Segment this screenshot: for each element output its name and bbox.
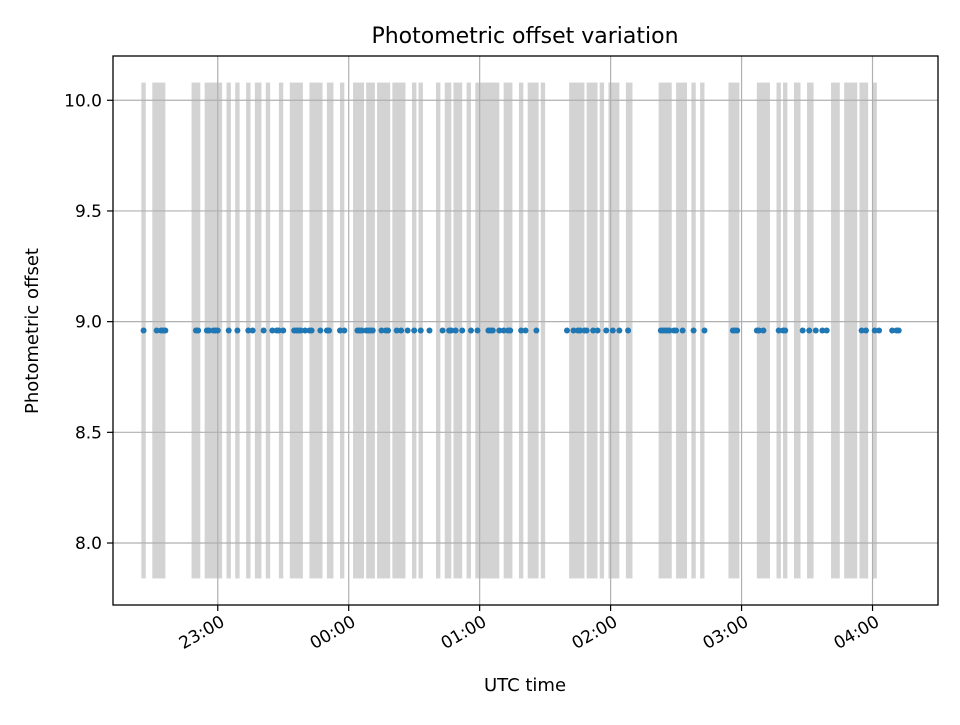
data-point <box>245 327 252 334</box>
data-point <box>369 327 376 334</box>
exposure-band <box>436 82 441 579</box>
plot-frame <box>112 55 939 606</box>
data-point <box>417 327 424 334</box>
data-point <box>756 327 763 334</box>
exposure-band <box>844 82 858 579</box>
y-tick-label: 8.0 <box>75 534 102 554</box>
data-point <box>297 327 304 334</box>
data-point <box>398 327 405 334</box>
exposure-band <box>540 82 546 579</box>
data-point <box>467 327 474 334</box>
y-tick-label: 8.5 <box>75 423 102 443</box>
data-point <box>625 327 632 334</box>
data-point <box>533 327 540 334</box>
data-point <box>452 327 459 334</box>
data-point <box>782 327 789 334</box>
data-point <box>153 327 160 334</box>
data-point <box>500 327 507 334</box>
data-point <box>234 327 241 334</box>
data-point <box>358 327 365 334</box>
data-point <box>206 327 213 334</box>
data-point <box>812 327 819 334</box>
data-point <box>666 327 673 334</box>
data-point <box>609 327 616 334</box>
data-point <box>673 327 680 334</box>
data-point <box>195 327 202 334</box>
data-point <box>140 327 147 334</box>
exposure-band <box>309 82 323 579</box>
data-point <box>522 327 529 334</box>
exposure-band <box>599 82 605 579</box>
data-point <box>474 327 481 334</box>
data-point <box>862 327 869 334</box>
data-point <box>823 327 830 334</box>
data-point <box>275 327 282 334</box>
data-point <box>341 327 348 334</box>
data-point <box>302 327 309 334</box>
data-point <box>489 327 496 334</box>
data-point <box>734 327 741 334</box>
y-axis-ticks: 8.0 8.5 9.0 9.5 10.0 <box>64 91 113 554</box>
exposure-band <box>831 82 840 579</box>
y-tick-label: 9.0 <box>75 313 102 333</box>
data-point <box>214 327 221 334</box>
data-point <box>162 327 169 334</box>
data-point <box>439 327 446 334</box>
data-point <box>690 327 697 334</box>
x-axis-label: UTC time <box>484 675 566 696</box>
data-point <box>701 327 708 334</box>
data-points <box>140 327 902 334</box>
data-point <box>775 327 782 334</box>
data-point <box>871 327 878 334</box>
data-point <box>583 327 590 334</box>
data-point <box>858 327 865 334</box>
data-point <box>507 327 514 334</box>
data-point <box>594 327 601 334</box>
data-point <box>378 327 385 334</box>
data-point <box>411 327 418 334</box>
data-point <box>616 327 623 334</box>
y-tick-label: 9.5 <box>75 202 102 222</box>
data-point <box>760 327 767 334</box>
data-point <box>895 327 902 334</box>
data-point <box>317 327 324 334</box>
data-point <box>603 327 610 334</box>
data-point <box>260 327 267 334</box>
data-point <box>308 327 315 334</box>
exposure-band <box>793 82 801 579</box>
data-point <box>225 327 232 334</box>
exposure-band <box>254 82 262 579</box>
y-axis-label: Photometric offset <box>22 248 43 414</box>
data-point <box>336 327 343 334</box>
data-point <box>249 327 256 334</box>
data-point <box>393 327 400 334</box>
data-point <box>679 327 686 334</box>
data-point <box>806 327 813 334</box>
data-point <box>819 327 826 334</box>
data-point <box>496 327 503 334</box>
data-point <box>385 327 391 334</box>
data-point <box>448 327 455 334</box>
y-tick-label: 10.0 <box>64 91 102 111</box>
data-point <box>570 327 577 334</box>
data-point <box>280 327 287 334</box>
data-point <box>590 327 597 334</box>
data-point <box>577 327 584 334</box>
data-point <box>876 327 883 334</box>
data-point <box>269 327 276 334</box>
data-point <box>889 327 896 334</box>
data-point <box>404 327 411 334</box>
exposure-band <box>265 82 271 579</box>
data-point <box>799 327 806 334</box>
data-point <box>563 327 570 334</box>
data-point <box>518 327 525 334</box>
data-point <box>326 327 333 334</box>
exposure-band <box>475 82 489 579</box>
data-point <box>426 327 433 334</box>
exposure-band <box>527 82 539 579</box>
chart-title: Photometric offset variation <box>371 24 678 49</box>
data-point <box>459 327 466 334</box>
